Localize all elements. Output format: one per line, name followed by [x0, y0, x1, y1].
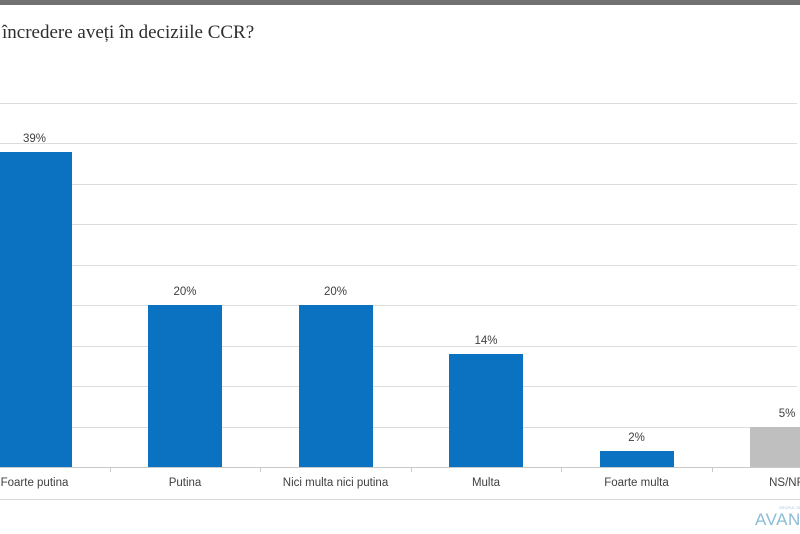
value-label: 20%: [173, 286, 197, 299]
axis-tick: [410, 468, 412, 472]
axis-tick: [561, 468, 563, 472]
axis-tick: [260, 468, 262, 472]
bar-4: [449, 353, 523, 467]
top-border-bar: [0, 0, 800, 5]
footer-divider: [0, 499, 800, 500]
value-label: 2%: [628, 431, 645, 444]
category-label: Foarte putina: [0, 477, 69, 489]
value-label: 14%: [474, 334, 498, 347]
gridline: [0, 305, 797, 307]
category-label: NS/NR: [769, 477, 800, 489]
category-label: Foarte multa: [604, 477, 669, 489]
gridline: [0, 143, 797, 145]
gridline: [0, 264, 797, 266]
category-label: Multa: [471, 477, 501, 489]
gridline: [0, 102, 797, 104]
axis-tick: [711, 468, 713, 472]
gridline: [0, 224, 797, 226]
bar-6: [750, 426, 800, 467]
gridline: [0, 345, 797, 347]
gridline: [0, 386, 797, 388]
bar-3: [298, 305, 373, 467]
bar-5: [599, 450, 674, 467]
avangarde-logo: GRUPUL DE STUDII SOCIOCOMPORTAMENTALE AV…: [755, 506, 800, 534]
category-label: Putina: [168, 477, 202, 489]
bar-1: [0, 151, 72, 467]
gridline: [0, 426, 797, 428]
value-label: 39%: [22, 132, 47, 145]
logo-wordmark: AVANGARDE: [755, 510, 800, 529]
value-label: 5%: [778, 407, 796, 420]
axis-tick: [109, 468, 111, 472]
gridline: [0, 183, 797, 185]
x-axis-line: [0, 467, 800, 468]
value-label: 20%: [323, 286, 348, 299]
category-label: Nici multa nici putina: [282, 477, 389, 489]
chart-title: încredere aveți în deciziile CCR?: [2, 22, 255, 43]
bar-2: [148, 305, 222, 467]
logo-tagline: GRUPUL DE STUDII SOCIOCOMPORTAMENTALE: [779, 506, 800, 510]
